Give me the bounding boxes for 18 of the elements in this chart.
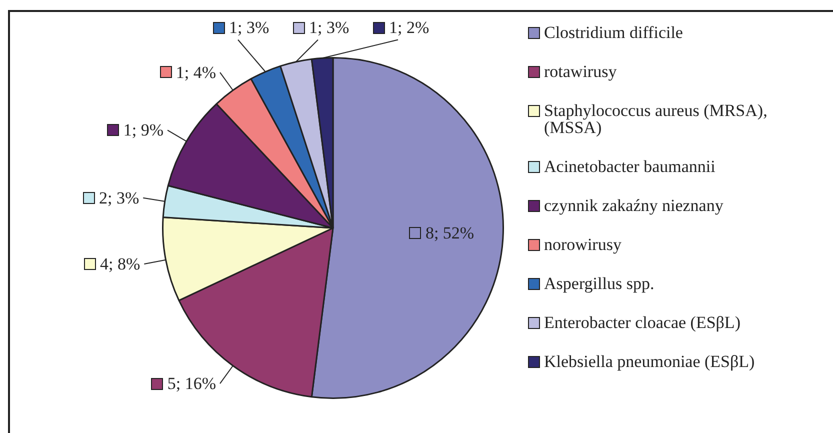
data-label: 4; 8% — [100, 254, 140, 274]
data-label: 1; 3% — [309, 18, 350, 38]
data-label: 2; 3% — [98, 188, 140, 208]
legend-label: Acinetobacter baumannii — [544, 157, 716, 176]
legend-label: czynnik zakaźny nieznany — [544, 196, 724, 215]
data-label: 1; 3% — [229, 18, 270, 38]
legend-label: Staphylococcus aureus (MRSA), (MSSA) — [544, 101, 768, 137]
data-label: 5; 16% — [167, 374, 216, 393]
data-label: 8; 52% — [425, 223, 474, 242]
legend-label: rotawirusy — [544, 62, 617, 81]
legend-label: norowirusy — [544, 235, 622, 254]
legend-label: Enterobacter cloacae (ESβL) — [544, 313, 740, 332]
data-label: 1; 9% — [123, 120, 164, 140]
legend-label: Clostridium difficile — [544, 23, 683, 42]
data-label: 1; 4% — [176, 62, 216, 82]
legend-label: Aspergillus spp. — [544, 274, 654, 293]
legend-label: Klebsiella pneumoniae (ESβL) — [544, 352, 755, 371]
data-label: 1; 2% — [389, 18, 430, 38]
